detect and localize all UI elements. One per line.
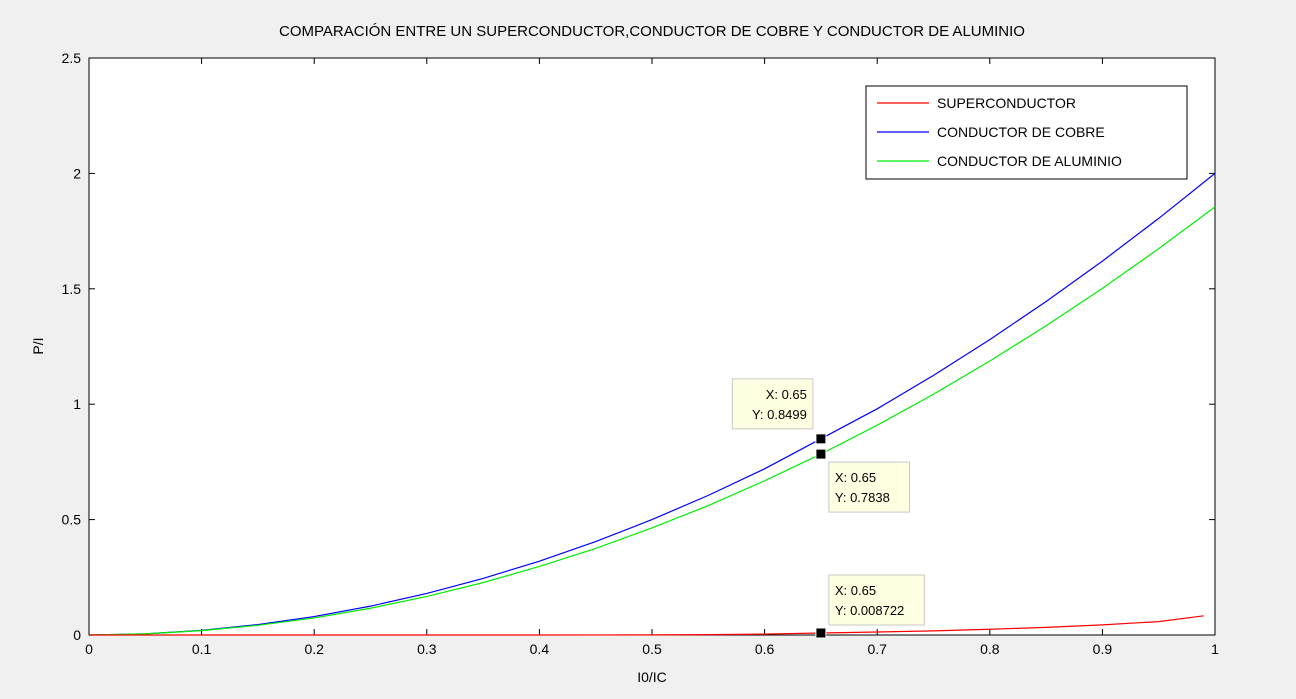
chart-title: COMPARACIÓN ENTRE UN SUPERCONDUCTOR,COND… [279,23,1025,40]
x-tick-label: 0.4 [530,641,550,657]
datatip-y-label: Y: 0.8499 [752,407,807,422]
datatip-box [731,378,814,430]
datatip-marker[interactable] [815,448,827,460]
legend-item-conductor-de-aluminio[interactable]: CONDUCTOR DE ALUMINIO [877,153,1122,169]
legend-label: SUPERCONDUCTOR [937,95,1076,111]
datatip-box [828,574,925,626]
x-tick-label: 0.7 [867,641,887,657]
x-tick-label: 0.3 [417,641,437,657]
y-tick-label: 2 [73,165,81,181]
legend-label: CONDUCTOR DE COBRE [937,124,1105,140]
series-layer [88,172,1216,636]
x-tick-label: 0.9 [1093,641,1113,657]
datatip-box [828,461,911,513]
x-tick-label: 0.1 [192,641,212,657]
series-line-conductor-de-aluminio [88,206,1216,636]
datatip-superconductor[interactable]: X: 0.65 Y: 0.008722 [815,574,925,639]
datatip-marker[interactable] [815,433,827,445]
datatip-x-label: X: 0.65 [835,583,876,598]
x-tick-label: 0.2 [304,641,324,657]
datatip-y-label: Y: 0.008722 [835,603,904,618]
datatip-conductor-de-aluminio[interactable]: X: 0.65 Y: 0.7838 [815,448,911,513]
legend-label: CONDUCTOR DE ALUMINIO [937,153,1122,169]
x-tick-label: 1 [1211,641,1219,657]
datatip-layer: X: 0.65 Y: 0.8499 X: 0.65 Y: 0.7838 X: 0.65 Y… [731,378,925,639]
y-tick-label: 1.5 [62,281,82,297]
x-tick-label: 0.6 [755,641,775,657]
series-line-superconductor [89,615,1204,636]
y-tick-label: 0.5 [62,512,82,528]
series-line-conductor-de-cobre [88,172,1216,636]
datatip-y-label: Y: 0.7838 [835,490,890,505]
datatip-x-label: X: 0.65 [766,387,807,402]
y-axis: 0 0.5 1 1.5 2 2.5 [62,50,1215,643]
y-tick-label: 2.5 [62,50,82,66]
legend-item-superconductor[interactable]: SUPERCONDUCTOR [877,95,1076,111]
x-tick-label: 0 [85,641,93,657]
legend-item-conductor-de-cobre[interactable]: CONDUCTOR DE COBRE [877,124,1105,140]
x-axis-label: I0/IC [637,669,667,685]
datatip-marker[interactable] [815,627,827,639]
x-axis: 0 0.1 0.2 0.3 0.4 0.5 0.6 0.7 0.8 0.9 1 [85,58,1219,657]
y-tick-label: 0 [73,627,81,643]
x-tick-label: 0.8 [980,641,1000,657]
y-tick-label: 1 [73,396,81,412]
x-tick-label: 0.5 [642,641,662,657]
y-axis-label: P/I [30,337,46,354]
datatip-conductor-de-cobre[interactable]: X: 0.65 Y: 0.8499 [731,378,827,445]
datatip-x-label: X: 0.65 [835,470,876,485]
legend[interactable]: SUPERCONDUCTOR CONDUCTOR DE COBRE CONDUCTO… [865,85,1188,180]
